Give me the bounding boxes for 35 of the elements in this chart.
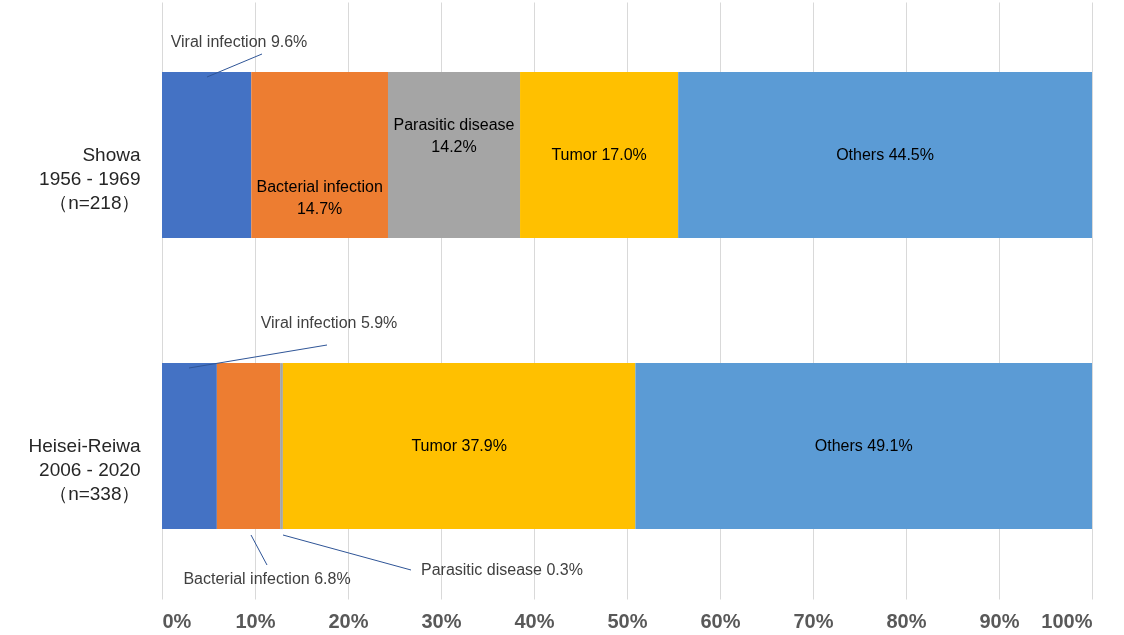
x-tick-label: 10% bbox=[235, 609, 276, 632]
x-tick-label: 70% bbox=[793, 609, 834, 632]
bar bbox=[162, 363, 217, 530]
bar bbox=[387, 71, 521, 238]
x-tick-label: 90% bbox=[979, 609, 1020, 632]
bar bbox=[280, 363, 283, 530]
series-label: Bacterial infection bbox=[256, 177, 383, 195]
x-tick-label: 100% bbox=[1041, 609, 1093, 632]
bar bbox=[635, 363, 1092, 530]
x-tick-label: 50% bbox=[607, 609, 648, 632]
text: Others 49.1% bbox=[814, 437, 913, 455]
x-tick-label: 0% bbox=[162, 609, 192, 632]
text: Others 44.5% bbox=[836, 145, 934, 163]
bar bbox=[678, 71, 1092, 238]
data-label: 14.7% bbox=[296, 199, 343, 217]
text: Tumor 17.0% bbox=[551, 145, 647, 163]
text: Viral infection 5.9% bbox=[260, 314, 398, 331]
bar bbox=[282, 363, 636, 530]
text: Viral infection 9.6% bbox=[170, 33, 308, 50]
x-tick-label: 80% bbox=[886, 609, 927, 632]
text: Tumor 37.9% bbox=[411, 437, 507, 455]
bar bbox=[216, 363, 281, 530]
x-tick-label: 20% bbox=[328, 609, 369, 632]
bar bbox=[251, 71, 388, 238]
y-tick-label: Heisei-Reiwa 2006 - 2020 （n=338） bbox=[28, 435, 141, 505]
bar bbox=[162, 71, 252, 238]
data-label: 14.2% bbox=[431, 137, 477, 155]
bar bbox=[520, 71, 679, 238]
x-tick-label: 30% bbox=[421, 609, 462, 632]
x-tick-label: 40% bbox=[514, 609, 555, 632]
text: Bacterial infection 6.8% bbox=[183, 570, 351, 587]
y-tick-label: Showa 1956 - 1969 （n=218） bbox=[39, 143, 141, 213]
text: Parasitic disease 0.3% bbox=[421, 561, 583, 578]
x-tick-label: 60% bbox=[700, 609, 741, 632]
series-label: Parasitic disease bbox=[393, 115, 515, 133]
